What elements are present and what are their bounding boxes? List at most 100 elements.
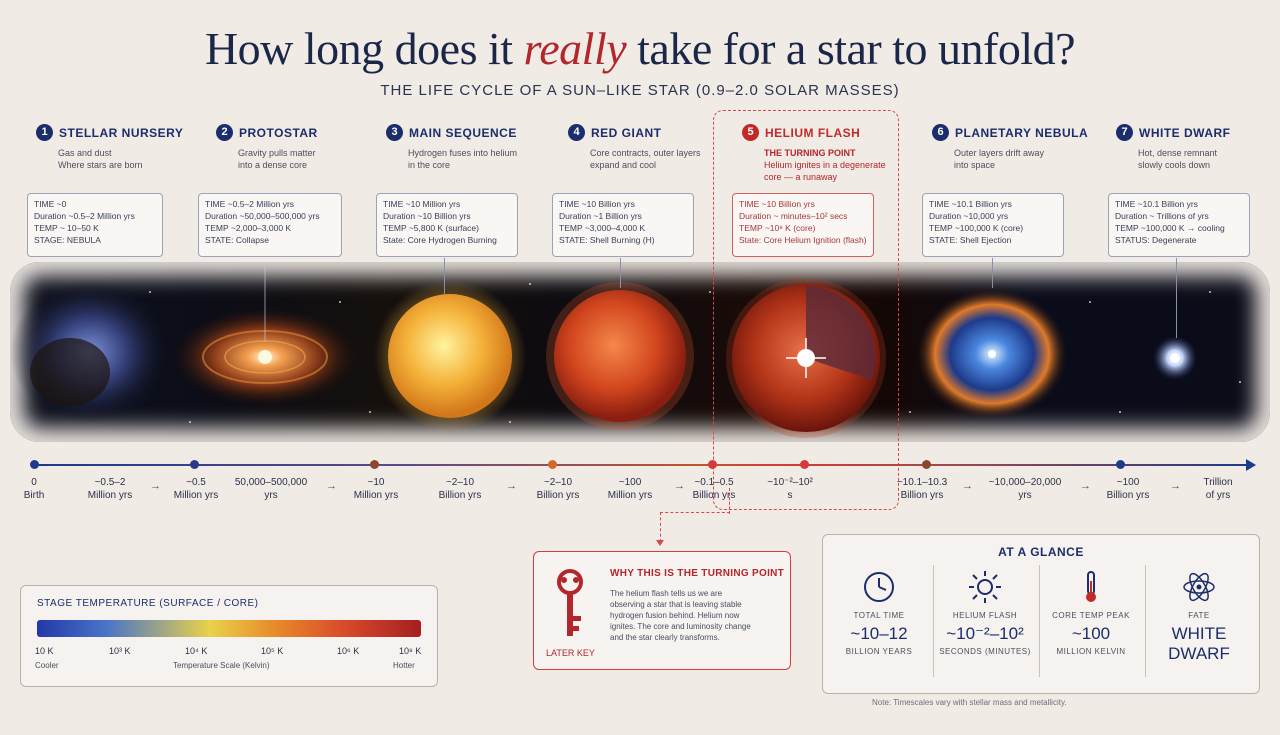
timeline-step-arrow-icon: →: [674, 480, 685, 492]
timeline-label: 50,000–500,000 yrs: [234, 477, 308, 501]
stage-description: Gravity pulls matter into a dense core: [238, 148, 316, 170]
stage-name: MAIN SEQUENCE: [409, 125, 517, 140]
timeline-axis: [34, 464, 1248, 466]
legend-title: STAGE TEMPERATURE (SURFACE / CORE): [37, 598, 259, 609]
timeline-arrow-icon: [1246, 459, 1256, 471]
stage-info-box-4: TIME ~10 Billion yrs Duration ~1 Billion …: [552, 193, 694, 257]
stage-description: Outer layers drift away into space: [954, 148, 1045, 170]
stage-number: 5: [742, 124, 759, 142]
timeline-step-arrow-icon: →: [1170, 480, 1181, 492]
stage-illustrations: [10, 262, 1241, 438]
stage-number: 7: [1116, 124, 1133, 142]
stage-description: Hydrogen fuses into helium in the core: [408, 148, 518, 170]
timeline-label: ~10 Million yrs: [353, 477, 399, 501]
stage-description: Core contracts, outer layers expand and c…: [590, 148, 701, 170]
page-subtitle: THE LIFE CYCLE OF A SUN–LIKE STAR (0.9–2…: [380, 82, 900, 99]
timeline-label: Trillion of yrs: [1203, 477, 1233, 501]
timeline-step-arrow-icon: →: [150, 480, 161, 492]
glance-title: AT A GLANCE: [998, 545, 1084, 559]
key-label: LATER KEY: [546, 648, 595, 658]
temperature-gradient-bar: [37, 620, 421, 637]
glance-fate: FATE WHITE DWARF: [1149, 569, 1249, 664]
key-icon: [557, 569, 583, 636]
timeline-step-arrow-icon: →: [1080, 480, 1091, 492]
stage-name: RED GIANT: [591, 125, 662, 140]
connector-line: [620, 258, 621, 288]
stage-number: 6: [932, 124, 949, 142]
stage-description: Hot, dense remnant slowly cools down: [1138, 148, 1218, 170]
turning-point-title: WHY THIS IS THE TURNING POINT: [610, 568, 785, 579]
glance-core-temp: CORE TEMP PEAK ~100 MILLION KELVIN: [1041, 569, 1141, 656]
glance-divider: [933, 565, 934, 677]
timeline-marker: [548, 460, 557, 469]
stage-info-box-6: TIME ~10.1 Billion yrs Duration ~10,000 y…: [922, 193, 1064, 257]
legend-tick: 10⁵ K: [261, 646, 284, 656]
glance-divider: [1039, 565, 1040, 677]
stage-header-4: 4 RED GIANT Core contracts, outer layers e…: [568, 124, 738, 171]
connector-line: [1176, 258, 1177, 338]
timeline-marker: [30, 460, 39, 469]
glance-total-time: TOTAL TIME ~10–12 BILLION YEARS: [829, 569, 929, 656]
timeline-label: ~10.1–10.3 Billion yrs: [896, 477, 948, 501]
timeline-step-arrow-icon: →: [506, 480, 517, 492]
timeline-label: ~0.5 Million yrs: [173, 477, 219, 501]
timeline-step-arrow-icon: →: [962, 480, 973, 492]
stage-description: Gas and dust Where stars are born: [58, 148, 143, 170]
footnote: Note: Timescales vary with stellar mass …: [872, 698, 1067, 707]
timeline-label: ~0.5–2 Million yrs: [87, 477, 133, 501]
timeline-marker: [708, 460, 717, 469]
stage-number: 4: [568, 124, 585, 142]
stage-info-box-7: TIME ~10.1 Billion yrs Duration ~ Trillio…: [1108, 193, 1250, 257]
stage-header-1: 1 STELLAR NURSERY Gas and dust Where stars…: [36, 124, 206, 171]
turning-point-text: The helium flash tells us we are observin…: [610, 589, 751, 642]
stage-info-box-3: TIME ~10 Million yrs Duration ~10 Billion…: [376, 193, 518, 257]
stage-header-7: 7 WHITE DWARF Hot, dense remnant slowly co…: [1116, 124, 1280, 171]
stage-name: PROTOSTAR: [239, 125, 318, 140]
legend-tick: 10⁶ K: [337, 646, 360, 656]
stage-header-3: 3 MAIN SEQUENCE Hydrogen fuses into heliu…: [386, 124, 556, 171]
stage-name: HELIUM FLASH: [765, 125, 861, 140]
stage-name: PLANETARY NEBULA: [955, 125, 1089, 140]
legend-cooler-label: Cooler: [35, 661, 59, 670]
stage-header-2: 2 PROTOSTAR Gravity pulls matter into a de…: [216, 124, 386, 171]
timeline-marker: [800, 460, 809, 469]
timeline-label: ~100 Billion yrs: [1106, 477, 1150, 501]
legend-tick: 10⁸ K: [399, 646, 422, 656]
timeline-marker: [370, 460, 379, 469]
legend-hotter-label: Hotter: [393, 661, 415, 670]
stage-header-6: 6 PLANETARY NEBULA Outer layers drift awa…: [932, 124, 1102, 171]
legend-tick: 10⁴ K: [185, 646, 208, 656]
timeline-label: ~10⁻²–10² s: [767, 477, 813, 501]
red-giant-star: [554, 290, 686, 422]
connector-line: [444, 258, 445, 294]
timeline-label: ~0.1–0.5 Billion yrs: [692, 477, 736, 501]
temperature-legend: STAGE TEMPERATURE (SURFACE / CORE) 10 K …: [20, 585, 438, 687]
legend-scale-label: Temperature Scale (Kelvin): [173, 661, 270, 670]
stage-info-box-2: TIME ~0.5–2 Million yrs Duration ~50,000–…: [198, 193, 342, 257]
glance-divider: [1145, 565, 1146, 677]
dashed-connector: [729, 488, 730, 514]
stage-name: WHITE DWARF: [1139, 125, 1231, 140]
legend-tick: 10 K: [35, 646, 54, 656]
timeline-marker: [190, 460, 199, 469]
turning-point-box: WHY THIS IS THE TURNING POINT The helium…: [533, 551, 791, 670]
dashed-connector: [660, 512, 730, 542]
timeline-label: ~2–10 Billion yrs: [536, 477, 580, 501]
glance-helium-flash: HELIUM FLASH ~10⁻²–10² SECONDS (MINUTES): [935, 569, 1035, 656]
timeline-label: 0 Birth: [23, 477, 45, 501]
thermometer-icon: [1041, 569, 1141, 605]
stage-info-box-1: TIME ~0 Duration ~0.5–2 Million yrs TEMP ~…: [27, 193, 163, 257]
connector-arrow-icon: [656, 540, 664, 546]
timeline-label: ~2–10 Billion yrs: [438, 477, 482, 501]
timeline-step-arrow-icon: →: [326, 480, 337, 492]
stage-info-box-5: TIME ~10 Billion yrs Duration ~ minutes–1…: [732, 193, 874, 257]
at-a-glance-panel: AT A GLANCE TOTAL TIME ~10–12 BILLION YE…: [822, 534, 1260, 694]
stage-description: THE TURNING POINT Helium ignites in a deg…: [764, 148, 886, 182]
stage-header-5: 5 HELIUM FLASH THE TURNING POINT Helium ig…: [742, 124, 912, 183]
sun-icon: [935, 569, 1035, 605]
atom-icon: [1149, 569, 1249, 605]
timeline-marker: [1116, 460, 1125, 469]
main-sequence-star: [388, 294, 512, 418]
connector-line: [992, 258, 993, 288]
stage-number: 3: [386, 124, 403, 142]
